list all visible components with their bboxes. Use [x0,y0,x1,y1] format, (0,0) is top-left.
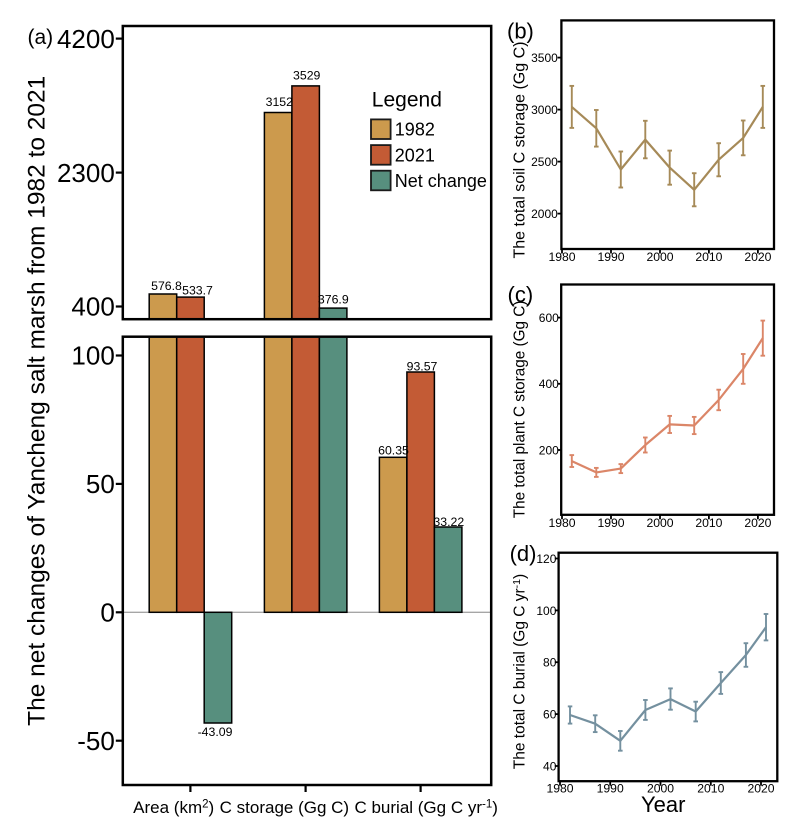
svg-text:60: 60 [543,708,557,722]
svg-text:1980: 1980 [546,781,573,795]
svg-text:2020: 2020 [744,250,771,264]
svg-text:40: 40 [543,759,557,773]
svg-text:120: 120 [536,552,556,566]
svg-text:533.7: 533.7 [182,283,213,297]
svg-text:2020: 2020 [747,781,774,795]
svg-text:100: 100 [536,604,556,618]
svg-text:2020: 2020 [744,516,771,530]
svg-text:Legend: Legend [372,89,442,112]
svg-text:2021: 2021 [395,145,435,165]
svg-text:2500: 2500 [531,155,558,169]
svg-text:2010: 2010 [697,781,724,795]
svg-text:Net change: Net change [395,171,487,191]
svg-text:2000: 2000 [531,207,558,221]
svg-text:600: 600 [539,311,559,325]
svg-text:50: 50 [86,469,115,499]
svg-text:2010: 2010 [695,516,722,530]
svg-text:200: 200 [539,443,559,457]
svg-text:100: 100 [71,341,114,371]
svg-text:(b): (b) [507,19,534,44]
svg-text:400: 400 [71,292,114,322]
svg-text:The total plant C storage (Gg: The total plant C storage (Gg C) [512,301,529,519]
svg-text:2010: 2010 [695,250,722,264]
svg-text:2000: 2000 [646,516,673,530]
svg-text:1990: 1990 [597,516,624,530]
svg-text:The total C burial (Gg C yr-1): The total C burial (Gg C yr-1) [511,574,529,769]
svg-text:3000: 3000 [531,103,558,117]
svg-text:3152: 3152 [266,95,294,109]
svg-text:(d): (d) [510,541,537,566]
svg-text:2300: 2300 [57,158,115,188]
svg-text:Area (km2): Area (km2) [133,798,214,817]
svg-text:33.22: 33.22 [433,515,464,529]
svg-text:60.35: 60.35 [378,444,409,458]
svg-text:1980: 1980 [548,516,575,530]
svg-text:3529: 3529 [293,69,321,83]
svg-text:3500: 3500 [531,51,558,65]
svg-text:2000: 2000 [647,781,674,795]
svg-text:The total soil C storage (Gg C: The total soil C storage (Gg C) [512,42,529,259]
svg-text:1982: 1982 [395,120,435,140]
svg-text:2000: 2000 [646,250,673,264]
svg-text:80: 80 [543,656,557,670]
svg-text:-50: -50 [77,726,115,756]
svg-text:(c): (c) [508,282,534,307]
svg-text:(a): (a) [28,26,54,49]
svg-text:1990: 1990 [597,781,624,795]
svg-text:C storage (Gg C): C storage (Gg C) [220,798,349,817]
svg-text:376.9: 376.9 [318,293,349,307]
svg-text:Year: Year [641,792,685,817]
svg-text:576.8: 576.8 [151,279,182,293]
svg-text:C burial (Gg C yr-1): C burial (Gg C yr-1) [354,798,497,817]
svg-text:0: 0 [100,598,114,628]
svg-text:The net changes of Yancheng sa: The net changes of Yancheng salt marsh f… [24,76,51,726]
svg-text:1980: 1980 [548,250,575,264]
svg-text:1990: 1990 [597,250,624,264]
svg-text:400: 400 [539,377,559,391]
svg-text:-43.09: -43.09 [198,725,233,739]
svg-text:4200: 4200 [57,24,115,54]
svg-text:93.57: 93.57 [407,360,438,374]
